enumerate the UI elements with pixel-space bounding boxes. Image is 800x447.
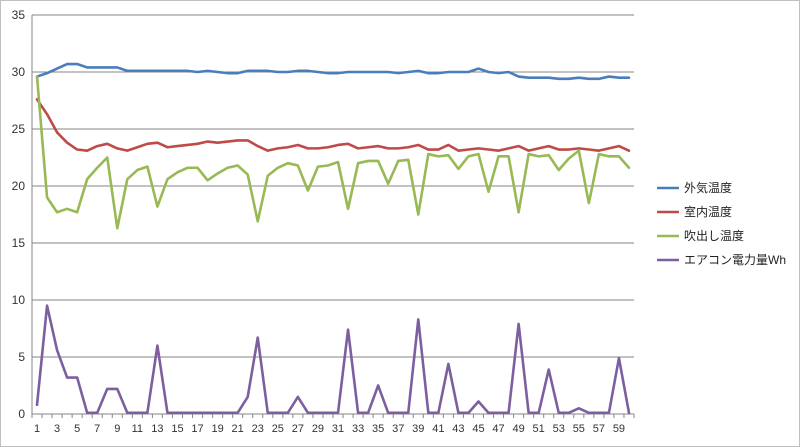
x-tick-label: 9 bbox=[114, 423, 120, 435]
x-tick-label: 35 bbox=[372, 423, 384, 435]
series-line-1 bbox=[35, 62, 631, 81]
y-tick-label: 20 bbox=[12, 179, 26, 193]
x-tick-label: 55 bbox=[573, 423, 585, 435]
x-tick-label: 39 bbox=[412, 423, 424, 435]
x-tick-label: 1 bbox=[34, 423, 40, 435]
x-tick-label: 49 bbox=[512, 423, 524, 435]
x-tick-label: 33 bbox=[352, 423, 364, 435]
y-tick-label: 30 bbox=[12, 65, 26, 79]
y-tick-label: 5 bbox=[18, 350, 25, 364]
x-tick-label: 11 bbox=[132, 423, 143, 435]
x-tick-label: 13 bbox=[151, 423, 163, 435]
y-tick-label: 10 bbox=[12, 293, 26, 307]
series-line-4 bbox=[35, 304, 631, 415]
y-tick-label: 25 bbox=[12, 122, 26, 136]
x-tick-label: 5 bbox=[74, 423, 80, 435]
x-tick-label: 7 bbox=[94, 423, 100, 435]
x-tick-label: 51 bbox=[533, 423, 545, 435]
x-tick-label: 21 bbox=[232, 423, 244, 435]
legend-label: 外気温度 bbox=[684, 180, 732, 195]
legend-label: 室内温度 bbox=[684, 204, 732, 219]
x-tick-label: 15 bbox=[171, 423, 183, 435]
series-line-3 bbox=[35, 75, 631, 230]
series-lines bbox=[35, 62, 631, 415]
x-tick-label: 41 bbox=[432, 423, 444, 435]
y-tick-label: 35 bbox=[12, 8, 26, 22]
x-tick-label: 59 bbox=[613, 423, 625, 435]
x-tick-label: 37 bbox=[392, 423, 404, 435]
x-tick-label: 3 bbox=[54, 423, 60, 435]
x-tick-label: 27 bbox=[292, 423, 304, 435]
y-tick-label: 0 bbox=[18, 407, 25, 421]
gridlines bbox=[32, 14, 634, 358]
x-tick-label: 23 bbox=[252, 423, 264, 435]
x-tick-label: 17 bbox=[191, 423, 203, 435]
x-tick-label: 25 bbox=[272, 423, 284, 435]
x-tick-label: 19 bbox=[211, 423, 223, 435]
x-tick-label: 53 bbox=[553, 423, 565, 435]
series-line-2 bbox=[35, 98, 631, 152]
x-tick-label: 45 bbox=[472, 423, 484, 435]
legend-label: 吹出し温度 bbox=[684, 228, 744, 243]
x-tick-label: 47 bbox=[492, 423, 504, 435]
x-tick-label: 57 bbox=[593, 423, 605, 435]
x-tick-label: 43 bbox=[452, 423, 464, 435]
y-tick-label: 15 bbox=[12, 236, 26, 250]
legend-label: エアコン電力量Wh bbox=[684, 253, 786, 267]
x-tick-label: 29 bbox=[312, 423, 324, 435]
x-tick-label: 31 bbox=[332, 423, 344, 435]
